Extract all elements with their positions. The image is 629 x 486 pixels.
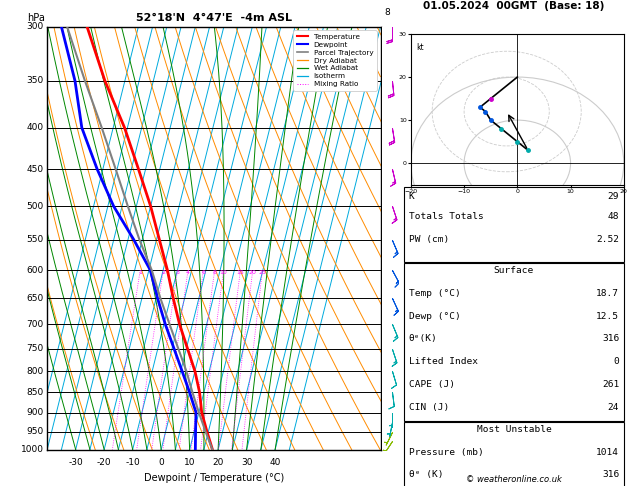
Text: 12.5: 12.5 bbox=[596, 312, 619, 321]
Text: 950: 950 bbox=[26, 427, 44, 436]
Text: 18.7: 18.7 bbox=[596, 289, 619, 298]
Text: Surface: Surface bbox=[494, 266, 534, 275]
Bar bbox=[404, 187, 624, 262]
Text: 4: 4 bbox=[186, 270, 190, 275]
Text: Most Unstable: Most Unstable bbox=[477, 425, 551, 434]
Text: 40: 40 bbox=[269, 458, 281, 467]
Text: -30: -30 bbox=[69, 458, 83, 467]
Text: CIN (J): CIN (J) bbox=[409, 403, 449, 412]
Text: 1: 1 bbox=[384, 411, 389, 420]
Text: 5: 5 bbox=[384, 210, 389, 220]
Text: 10: 10 bbox=[184, 458, 196, 467]
Bar bbox=[404, 422, 624, 486]
Text: 1000: 1000 bbox=[21, 445, 44, 454]
Text: -10: -10 bbox=[125, 458, 140, 467]
Text: 300: 300 bbox=[26, 22, 44, 31]
Text: 2.52: 2.52 bbox=[596, 235, 619, 244]
Text: 800: 800 bbox=[26, 366, 44, 376]
Text: 29: 29 bbox=[608, 192, 619, 201]
Text: 25: 25 bbox=[259, 270, 267, 275]
Text: 20: 20 bbox=[213, 458, 224, 467]
Text: θᵉ(K): θᵉ(K) bbox=[409, 334, 437, 344]
Text: 2: 2 bbox=[384, 365, 389, 374]
Text: 700: 700 bbox=[26, 320, 44, 329]
Text: 8: 8 bbox=[384, 8, 389, 17]
Text: 1014: 1014 bbox=[596, 448, 619, 457]
Text: Totals Totals: Totals Totals bbox=[409, 212, 483, 222]
Text: 261: 261 bbox=[602, 380, 619, 389]
Text: 550: 550 bbox=[26, 235, 44, 244]
Text: 3: 3 bbox=[175, 270, 179, 275]
Text: 30: 30 bbox=[241, 458, 252, 467]
Text: CAPE (J): CAPE (J) bbox=[409, 380, 455, 389]
Text: 48: 48 bbox=[608, 212, 619, 222]
Text: 01.05.2024  00GMT  (Base: 18): 01.05.2024 00GMT (Base: 18) bbox=[423, 1, 604, 11]
Text: kt: kt bbox=[416, 43, 424, 52]
Text: Pressure (mb): Pressure (mb) bbox=[409, 448, 483, 457]
Text: Lifted Index: Lifted Index bbox=[409, 357, 477, 366]
Bar bbox=[404, 263, 624, 421]
Text: K: K bbox=[409, 192, 415, 201]
Text: 400: 400 bbox=[26, 123, 44, 132]
Text: 900: 900 bbox=[26, 408, 44, 417]
Legend: Temperature, Dewpoint, Parcel Trajectory, Dry Adiabat, Wet Adiabat, Isotherm, Mi: Temperature, Dewpoint, Parcel Trajectory… bbox=[294, 30, 377, 91]
Text: 316: 316 bbox=[602, 470, 619, 480]
Text: 20: 20 bbox=[249, 270, 257, 275]
Text: Dewpoint / Temperature (°C): Dewpoint / Temperature (°C) bbox=[144, 473, 284, 483]
Text: 650: 650 bbox=[26, 294, 44, 303]
Text: 7: 7 bbox=[384, 83, 389, 92]
Text: θᵉ (K): θᵉ (K) bbox=[409, 470, 443, 480]
Text: -20: -20 bbox=[97, 458, 111, 467]
Text: 600: 600 bbox=[26, 266, 44, 275]
Text: hPa: hPa bbox=[27, 13, 45, 22]
Text: 0: 0 bbox=[613, 357, 619, 366]
Text: 350: 350 bbox=[26, 76, 44, 86]
Text: Dewp (°C): Dewp (°C) bbox=[409, 312, 460, 321]
Text: © weatheronline.co.uk: © weatheronline.co.uk bbox=[466, 474, 562, 484]
Text: 750: 750 bbox=[26, 344, 44, 353]
Text: 450: 450 bbox=[26, 165, 44, 174]
Text: Mixing Ratio (g/kg): Mixing Ratio (g/kg) bbox=[421, 198, 430, 278]
Text: 316: 316 bbox=[602, 334, 619, 344]
Text: 2: 2 bbox=[161, 270, 165, 275]
Text: 0: 0 bbox=[159, 458, 164, 467]
Text: Temp (°C): Temp (°C) bbox=[409, 289, 460, 298]
Text: 15: 15 bbox=[237, 270, 244, 275]
Text: 4: 4 bbox=[384, 266, 389, 275]
Text: 24: 24 bbox=[608, 403, 619, 412]
Text: 850: 850 bbox=[26, 388, 44, 397]
Text: LCL: LCL bbox=[384, 412, 402, 421]
Text: 52°18'N  4°47'E  -4m ASL: 52°18'N 4°47'E -4m ASL bbox=[136, 13, 292, 22]
Text: 6: 6 bbox=[384, 150, 389, 158]
Text: 3: 3 bbox=[384, 318, 389, 327]
Text: PW (cm): PW (cm) bbox=[409, 235, 449, 244]
Text: 1: 1 bbox=[138, 270, 142, 275]
Text: 6: 6 bbox=[201, 270, 205, 275]
Text: 10: 10 bbox=[220, 270, 228, 275]
Text: 500: 500 bbox=[26, 202, 44, 210]
Text: 8: 8 bbox=[213, 270, 216, 275]
Text: km
ASL: km ASL bbox=[401, 3, 418, 22]
